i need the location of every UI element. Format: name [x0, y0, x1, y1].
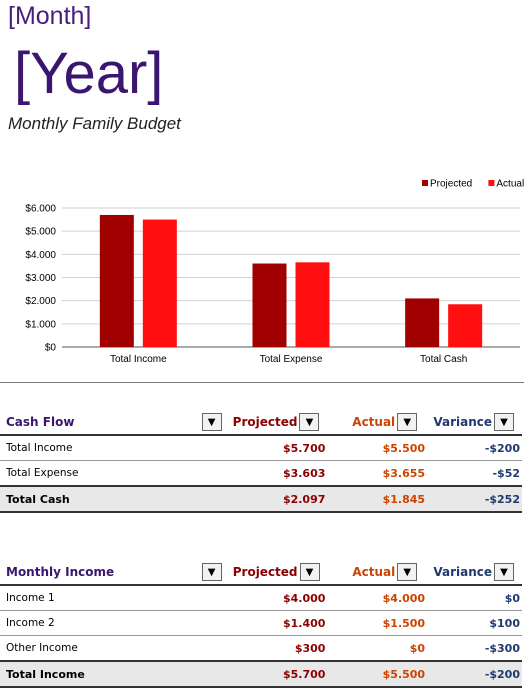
y-tick-label: $1.000 — [25, 319, 56, 330]
total-projected-value: $2.097 — [229, 485, 328, 513]
bar-projected — [252, 263, 287, 347]
variance-value: $0 — [427, 585, 522, 611]
total-actual-value: $5.500 — [327, 660, 428, 688]
bar-actual — [448, 304, 483, 347]
total-actual-value: $1.845 — [327, 485, 428, 513]
projected-value: $5.700 — [229, 435, 328, 461]
cash-flow-title: Cash Flow — [0, 410, 202, 436]
income-filter-dropdown[interactable]: ▼ — [201, 563, 222, 581]
monthly-income-header-row: Monthly Income ▼ Projected ▼ Actual ▼ Va… — [0, 560, 522, 586]
projected-value: $3.603 — [229, 460, 328, 487]
legend-swatch — [422, 180, 428, 186]
monthly-income-title: Monthly Income — [0, 560, 202, 586]
legend-label: Actual — [496, 179, 524, 190]
cash-flow-filter-dropdown[interactable]: ▼ — [201, 413, 222, 431]
row-label: Income 2 — [0, 610, 230, 636]
table-row: Total Expense $3.603 $3.655 -$52 — [0, 460, 522, 487]
actual-value: $0 — [327, 635, 428, 662]
projected-filter-dropdown[interactable]: ▼ — [299, 563, 320, 581]
actual-value: $1.500 — [327, 610, 428, 636]
month-placeholder: [Month] — [8, 2, 92, 30]
actual-value: $4.000 — [327, 585, 428, 611]
bar-projected — [99, 214, 134, 347]
projected-filter-dropdown[interactable]: ▼ — [299, 413, 320, 431]
y-tick-label: $0 — [45, 343, 57, 354]
variance-value: -$200 — [427, 435, 522, 461]
row-label: Other Income — [0, 635, 230, 662]
variance-value: -$300 — [427, 635, 522, 662]
projected-value: $300 — [229, 635, 328, 662]
table-row: Income 2 $1.400 $1.500 $100 — [0, 610, 522, 636]
row-label: Income 1 — [0, 585, 230, 611]
x-tick-label: Total Expense — [260, 354, 323, 365]
variance-filter-dropdown[interactable]: ▼ — [494, 413, 515, 431]
bar-actual — [142, 219, 177, 347]
total-row: Total Income $5.700 $5.500 -$200 — [0, 660, 522, 688]
actual-value: $5.500 — [327, 435, 428, 461]
row-label: Total Income — [0, 435, 230, 461]
budget-summary-chart: $0 $1.000 $2.000 $3.000 $4.000 $5.000 $6.000 To… — [25, 179, 524, 366]
y-tick-label: $2.000 — [25, 296, 56, 307]
legend-label: Projected — [430, 179, 472, 190]
bar-actual — [295, 262, 330, 347]
cash-flow-table: Cash Flow ▼ Projected ▼ Actual ▼ Varianc… — [0, 410, 522, 513]
cash-flow-header-row: Cash Flow ▼ Projected ▼ Actual ▼ Varianc… — [0, 410, 522, 436]
legend-swatch — [488, 180, 495, 186]
total-label: Total Cash — [0, 485, 230, 513]
variance-column-header: Variance — [427, 410, 495, 436]
actual-column-header: Actual — [327, 410, 398, 436]
section-divider — [0, 382, 524, 383]
row-label: Total Expense — [0, 460, 230, 487]
budget-subtitle: Monthly Family Budget — [8, 114, 181, 133]
actual-value: $3.655 — [327, 460, 428, 487]
x-tick-label: Total Cash — [420, 354, 467, 365]
variance-filter-dropdown[interactable]: ▼ — [494, 563, 515, 581]
y-tick-label: $4.000 — [25, 250, 56, 261]
projected-value: $1.400 — [229, 610, 328, 636]
variance-column-header: Variance — [427, 560, 495, 586]
y-tick-label: $6.000 — [25, 204, 56, 215]
variance-value: $100 — [427, 610, 522, 636]
projected-value: $4.000 — [229, 585, 328, 611]
variance-value: -$52 — [427, 460, 522, 487]
total-row: Total Cash $2.097 $1.845 -$252 — [0, 485, 522, 513]
monthly-income-table: Monthly Income ▼ Projected ▼ Actual ▼ Va… — [0, 560, 522, 688]
y-tick-label: $3.000 — [25, 273, 56, 284]
actual-filter-dropdown[interactable]: ▼ — [397, 413, 418, 431]
actual-filter-dropdown[interactable]: ▼ — [397, 563, 418, 581]
projected-column-header: Projected — [229, 560, 300, 586]
total-variance-value: -$200 — [427, 660, 522, 688]
table-row: Total Income $5.700 $5.500 -$200 — [0, 435, 522, 461]
total-variance-value: -$252 — [427, 485, 522, 513]
bar-projected — [405, 298, 440, 347]
y-tick-label: $5.000 — [25, 227, 56, 238]
table-row: Other Income $300 $0 -$300 — [0, 635, 522, 662]
total-projected-value: $5.700 — [229, 660, 328, 688]
actual-column-header: Actual — [327, 560, 398, 586]
year-placeholder: [Year] — [14, 41, 164, 106]
projected-column-header: Projected — [229, 410, 300, 436]
total-label: Total Income — [0, 660, 230, 688]
x-tick-label: Total Income — [110, 354, 167, 365]
table-row: Income 1 $4.000 $4.000 $0 — [0, 585, 522, 611]
